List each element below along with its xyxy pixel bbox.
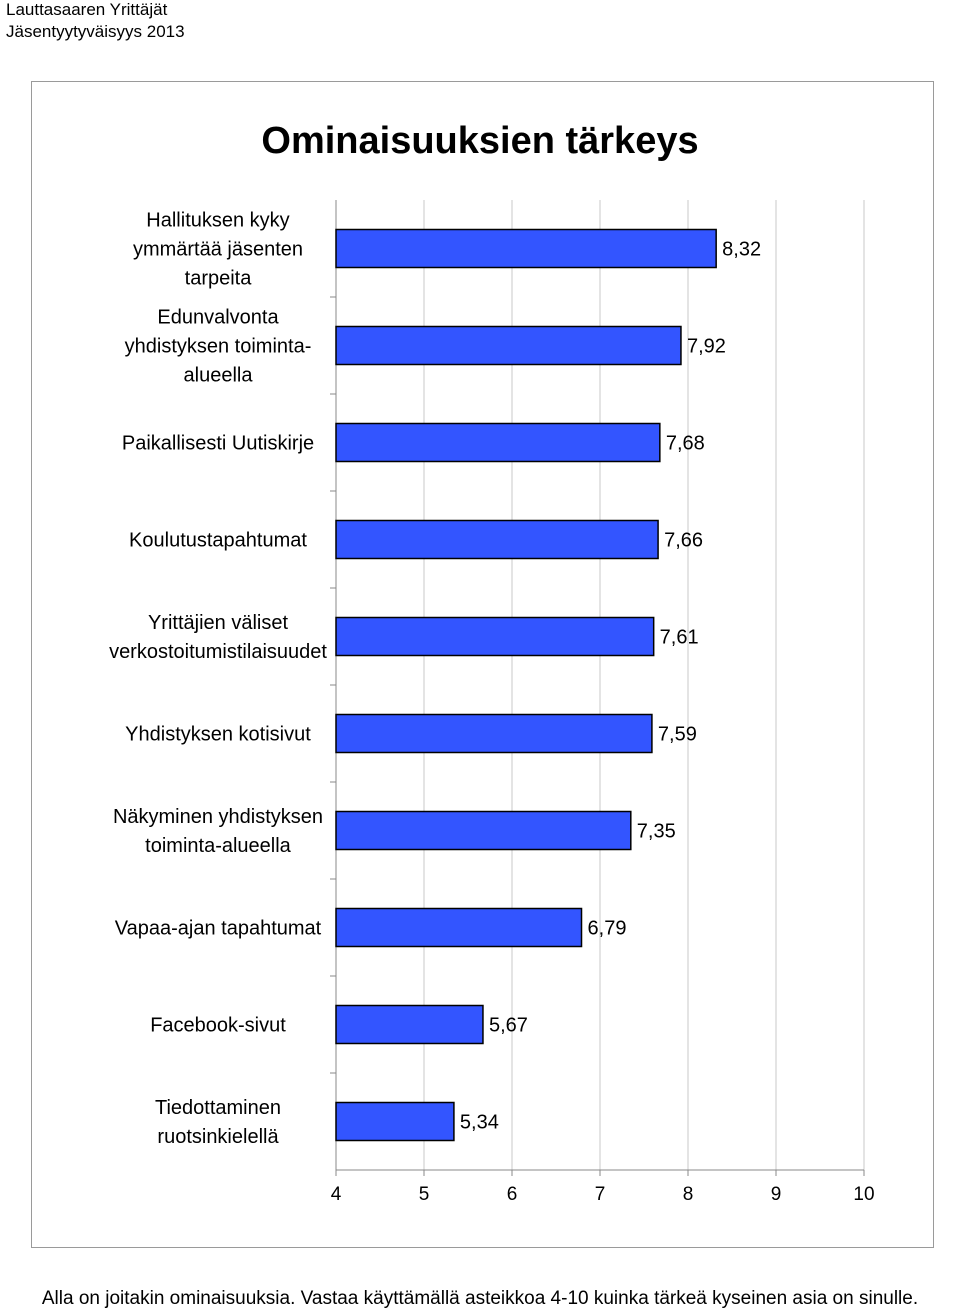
category-label: Näkyminen yhdistyksen toiminta-alueella [113, 806, 323, 857]
bar [335, 1004, 484, 1045]
bar-value-label: 7,66 [664, 530, 703, 552]
x-tick-label: 10 [853, 1184, 874, 1205]
category-label: Facebook-sivut [150, 1015, 286, 1037]
bar-value-label: 7,92 [687, 336, 726, 358]
report-org-name: Lauttasaaren Yrittäjät [6, 0, 168, 19]
x-tick-label: 6 [507, 1184, 518, 1205]
category-label: Koulutustapahtumat [129, 530, 307, 552]
bar-value-label: 7,68 [666, 433, 705, 455]
category-label: Paikallisesti Uutiskirje [122, 433, 314, 455]
bar [335, 713, 653, 754]
bar-value-label: 5,34 [460, 1112, 499, 1134]
bar [335, 422, 661, 463]
category-label: Tiedottaminen ruotsinkielellä [155, 1097, 281, 1148]
bar-value-label: 8,32 [722, 239, 761, 261]
bar [335, 519, 659, 560]
x-tick-label: 5 [419, 1184, 430, 1205]
report-subtitle: Jäsentyytyväisyys 2013 [6, 22, 185, 41]
bar-value-label: 5,67 [489, 1015, 528, 1037]
bar-value-label: 7,61 [660, 627, 699, 649]
x-tick-label: 4 [331, 1184, 342, 1205]
category-label: Yrittäjien väliset verkostoitumistilaisuu… [109, 612, 327, 663]
bar [335, 1101, 455, 1142]
bar [335, 907, 583, 948]
bar-value-label: 7,59 [658, 724, 697, 746]
x-tick-label: 7 [595, 1184, 606, 1205]
category-label: Yhdistyksen kotisivut [125, 724, 311, 746]
bar [335, 228, 717, 269]
bar [335, 616, 655, 657]
x-tick-label: 8 [683, 1184, 694, 1205]
category-label: Edunvalvonta yhdistyksen toiminta-alueell… [125, 307, 312, 387]
category-label: Vapaa-ajan tapahtumat [115, 918, 322, 940]
chart-frame [31, 81, 934, 1248]
chart-title: Ominaisuuksien tärkeys [261, 120, 699, 162]
x-tick-label: 9 [771, 1184, 782, 1205]
bar [335, 325, 682, 366]
bar-value-label: 6,79 [588, 918, 627, 940]
category-label: Hallituksen kyky ymmärtää jäsenten tarpeit… [133, 210, 303, 290]
footer-note: Alla on joitakin ominaisuuksia. Vastaa k… [41, 1288, 919, 1309]
bar-value-label: 7,35 [637, 821, 676, 843]
bar [335, 810, 632, 851]
